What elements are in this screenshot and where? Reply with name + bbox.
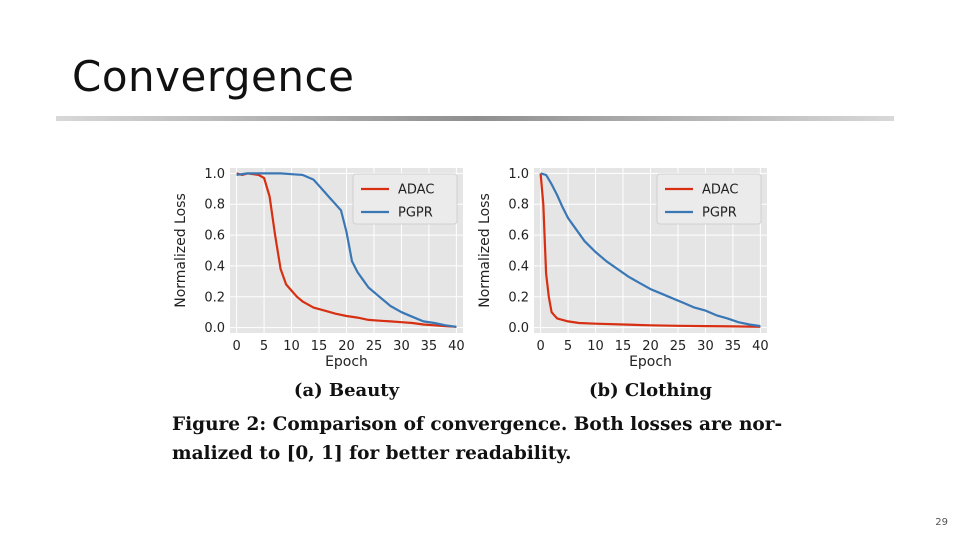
x-tick-label: 30 (393, 339, 410, 354)
x-tick-label: 10 (283, 339, 300, 354)
x-tick-label: 0 (536, 339, 544, 354)
x-tick-label: 15 (311, 339, 328, 354)
y-tick-label: 1.0 (204, 167, 225, 182)
y-axis-label: Normalized Loss (173, 193, 189, 308)
y-tick-label: 0.0 (204, 321, 225, 336)
x-tick-label: 35 (725, 339, 742, 354)
figure-caption: Figure 2: Comparison of convergence. Bot… (172, 410, 812, 468)
page-number: 29 (935, 517, 948, 528)
x-axis-label: Epoch (629, 354, 672, 370)
y-tick-label: 0.6 (204, 229, 225, 244)
y-tick-label: 0.4 (508, 259, 529, 274)
series-line-adac (236, 172, 457, 328)
x-tick-label: 10 (587, 339, 604, 354)
x-tick-label: 20 (338, 339, 355, 354)
y-tick-label: 0.4 (204, 259, 225, 274)
subcaption-clothing: (b) Clothing (589, 380, 712, 401)
legend-label-adac: ADAC (398, 183, 434, 198)
legend-label-pgpr: PGPR (702, 206, 737, 221)
x-axis-label: Epoch (325, 354, 368, 370)
caption-line-2: malized to [0, 1] for better readability… (172, 443, 572, 464)
series-line-pgpr (236, 172, 457, 328)
series-line-pgpr (540, 172, 761, 328)
x-tick-label: 25 (670, 339, 687, 354)
slide-title: Convergence (72, 52, 355, 101)
x-tick-label: 15 (615, 339, 632, 354)
x-tick-label: 25 (366, 339, 383, 354)
y-tick-label: 0.8 (204, 198, 225, 213)
y-tick-label: 0.2 (508, 290, 529, 305)
y-tick-label: 1.0 (508, 167, 529, 182)
chart-panel-clothing: 0 5 10 15 20 25 30 35 40 0.0 0.2 0.4 0.6 0.8 1.0 Epoch N… (477, 167, 769, 401)
x-tick-label: 30 (697, 339, 714, 354)
x-tick-label: 40 (448, 339, 465, 354)
legend-label-adac: ADAC (702, 183, 738, 198)
x-tick-label: 40 (752, 339, 769, 354)
subcaption-beauty: (a) Beauty (294, 380, 400, 401)
series-line-adac (539, 173, 761, 328)
y-tick-label: 0.2 (204, 290, 225, 305)
legend-label-pgpr: PGPR (398, 206, 433, 221)
x-tick-label: 5 (564, 339, 572, 354)
x-tick-label: 0 (232, 339, 240, 354)
y-tick-label: 0.0 (508, 321, 529, 336)
caption-line-1: Figure 2: Comparison of convergence. Bot… (172, 414, 783, 435)
y-tick-label: 0.6 (508, 229, 529, 244)
x-tick-label: 35 (421, 339, 438, 354)
convergence-figure: 0 5 10 15 20 25 30 35 40 0.0 0.2 0.4 0.6 0.8 1.0 Epoch N… (173, 167, 769, 401)
title-divider (56, 116, 894, 121)
y-axis-label: Normalized Loss (477, 193, 493, 308)
chart-panel-beauty: 0 5 10 15 20 25 30 35 40 0.0 0.2 0.4 0.6 0.8 1.0 Epoch N… (173, 167, 465, 401)
x-tick-label: 20 (642, 339, 659, 354)
x-tick-label: 5 (260, 339, 268, 354)
y-tick-label: 0.8 (508, 198, 529, 213)
